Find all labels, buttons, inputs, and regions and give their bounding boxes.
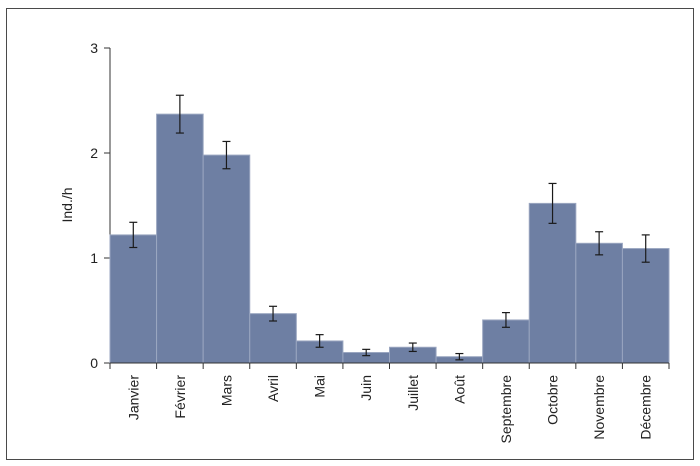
y-tick-label: 1 [90,250,98,266]
x-tick-label: Septembre [498,375,514,444]
x-tick-label: Février [172,375,188,419]
bars [109,113,670,364]
x-tick-label: Avril [265,375,281,402]
error-bar [315,334,324,348]
error-bar [269,305,278,322]
error-bar [455,352,464,361]
error-bar [641,234,650,263]
x-tick-label: Mars [218,375,234,406]
error-bar [501,312,510,328]
x-tick-label: Novembre [591,375,607,440]
bar-février [156,113,204,364]
x-tick-label: Janvier [125,375,141,420]
bar-décembre [621,248,670,364]
error-bar [129,221,138,249]
error-bar [175,94,184,134]
y-tick-label: 0 [90,355,98,371]
y-axis-title: Ind./h [59,187,75,222]
error-bar [548,182,557,224]
bar-novembre [575,242,623,364]
y-tick-label: 3 [90,40,98,56]
error-bar [408,342,417,353]
x-tick-label: Mai [312,375,328,398]
bar-janvier [109,234,158,364]
error-bars [129,94,650,361]
error-bar [222,140,231,170]
x-tick-label: Juin [358,375,374,401]
error-bar [595,231,604,256]
x-axis: Janvier Février Mars Avril Mai Juin Juillet Aoû… [109,362,670,444]
y-tick-label: 2 [90,145,98,161]
x-tick-label: Octobre [545,375,561,425]
bar-mars [202,154,251,364]
chart-frame [6,8,694,460]
x-tick-label: Décembre [638,375,654,440]
bar-octobre [528,202,577,364]
error-bar [362,348,371,357]
x-tick-label: Août [451,375,467,404]
x-tick-label: Juillet [405,375,421,411]
y-axis: 0 1 2 3 [90,40,111,371]
